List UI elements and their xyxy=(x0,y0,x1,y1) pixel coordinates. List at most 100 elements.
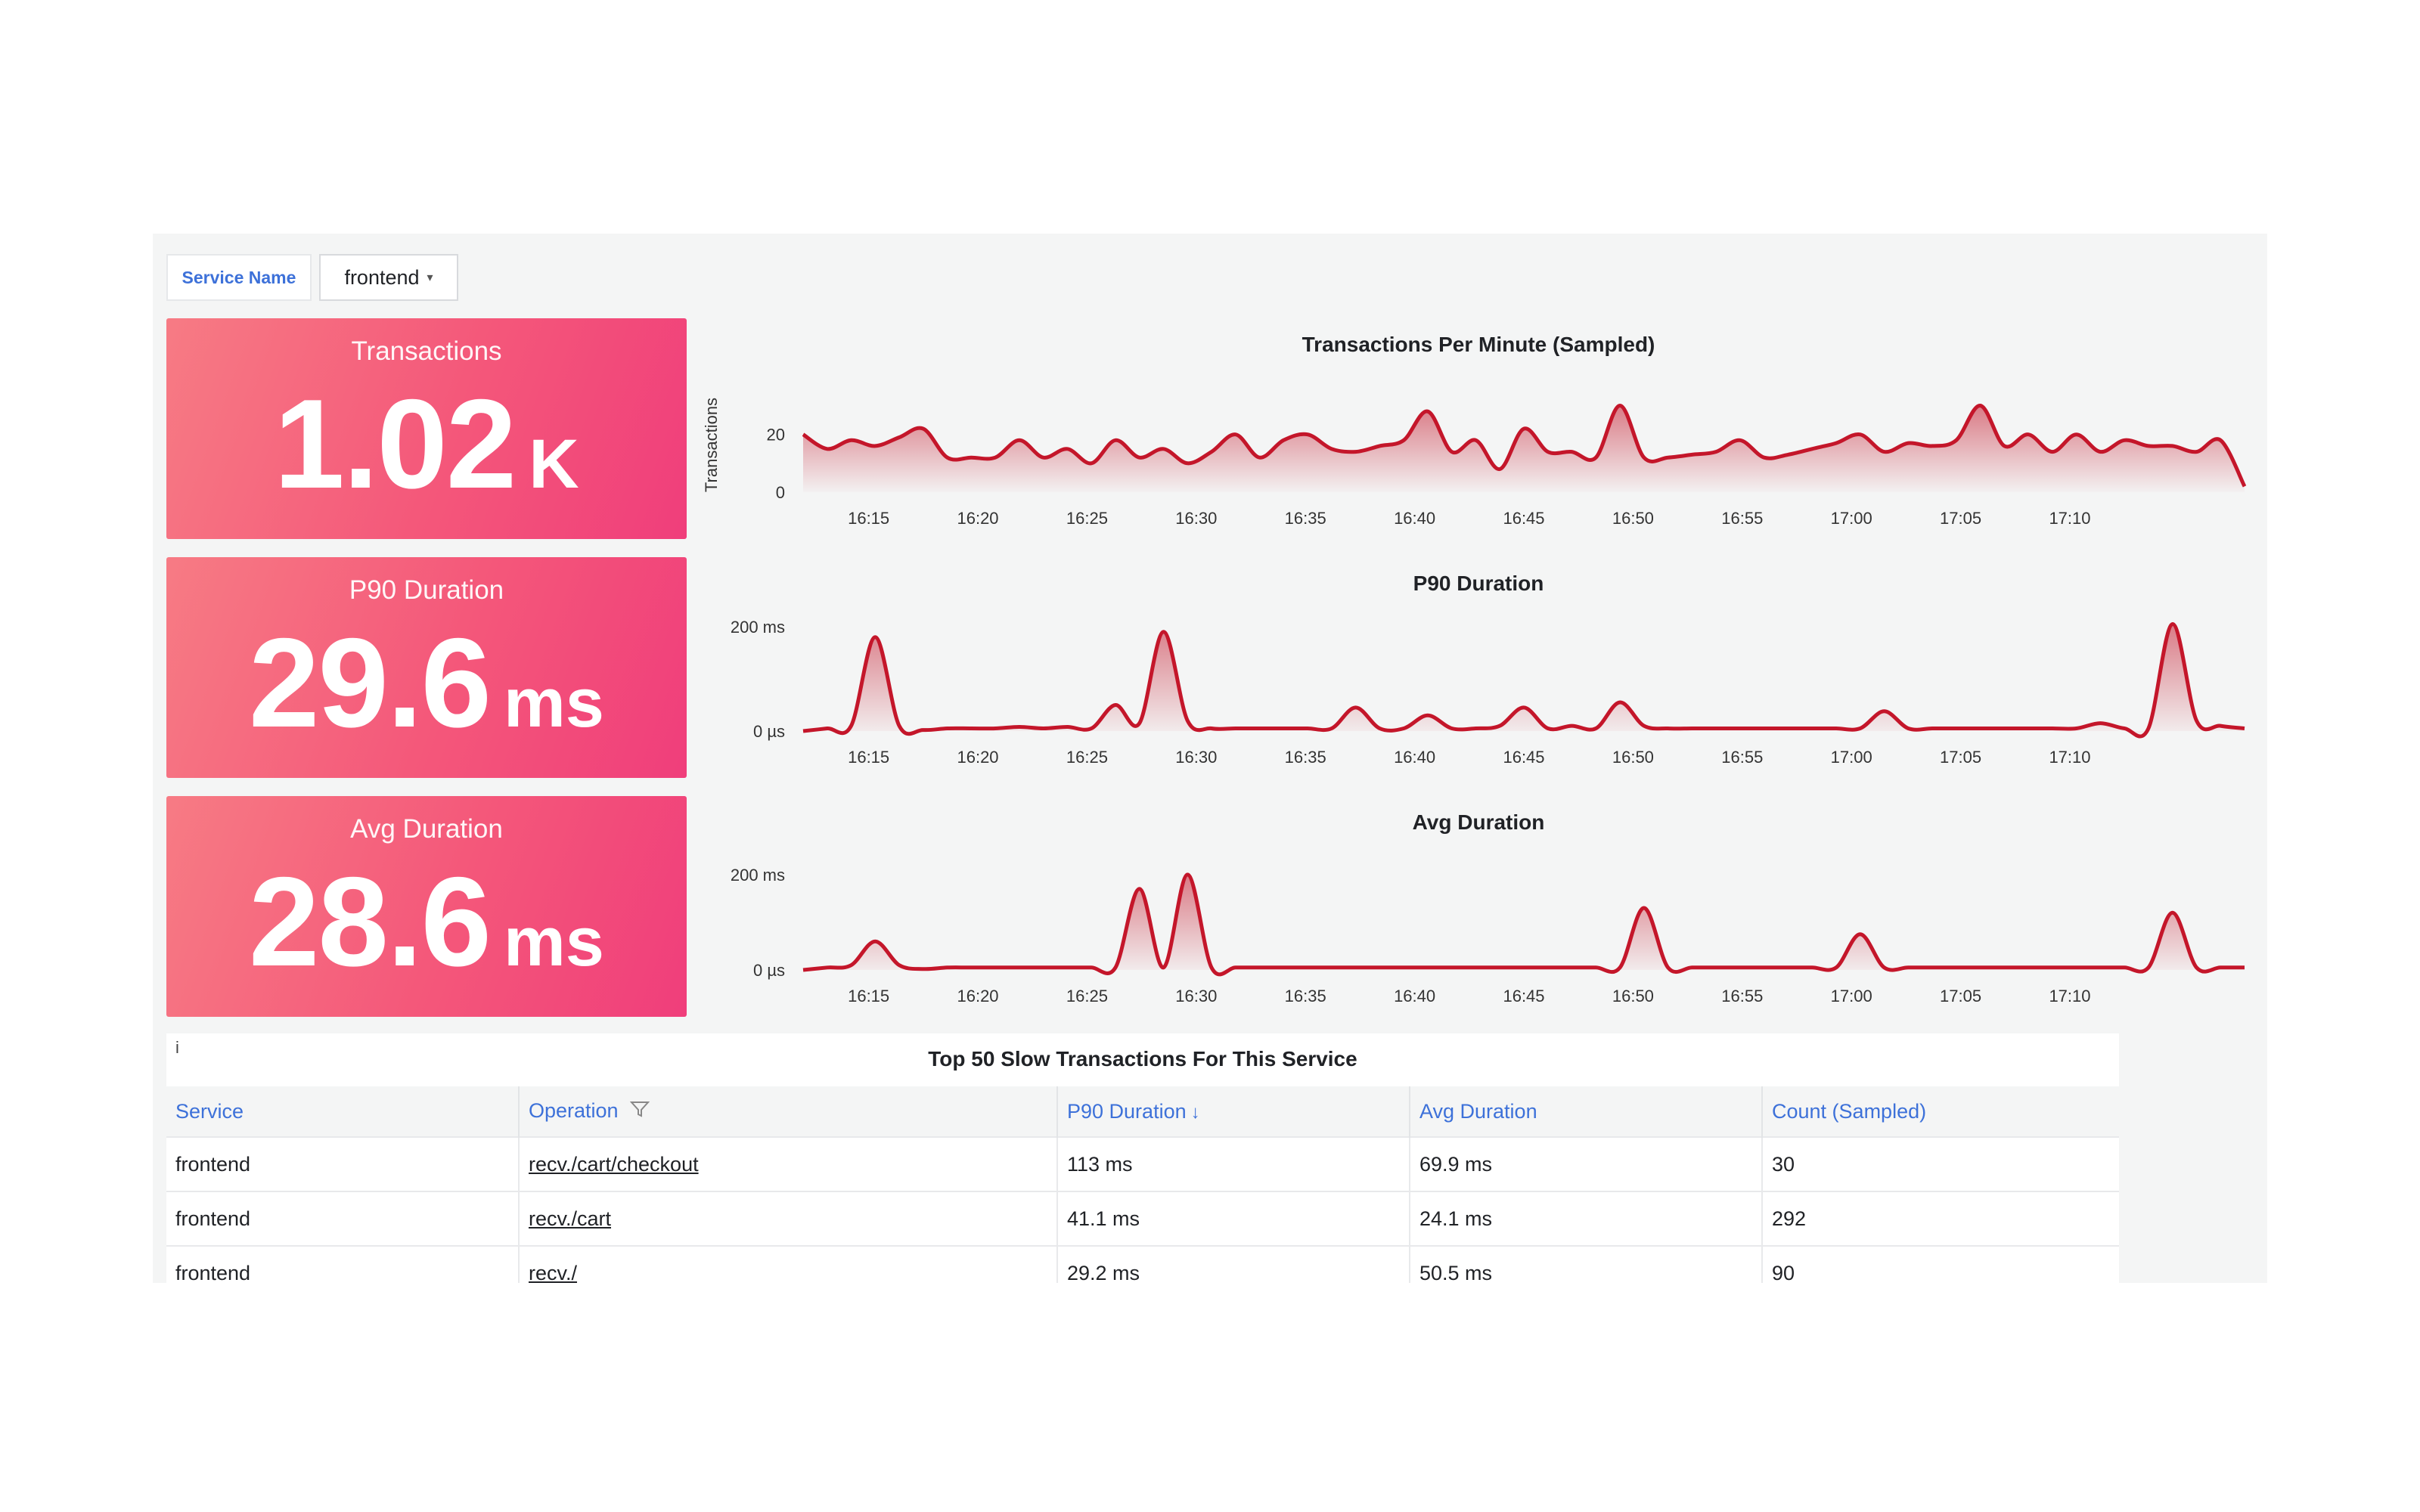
table-row: frontend recv./ 29.2 ms 50.5 ms 90 xyxy=(166,1245,2119,1284)
stat-value: 29.6 ms xyxy=(166,610,687,756)
x-tick-label: 16:25 xyxy=(1066,509,1108,528)
x-tick-label: 16:30 xyxy=(1175,987,1217,1005)
x-tick-label: 16:30 xyxy=(1175,509,1217,528)
y-axis-label: Transactions xyxy=(702,398,721,492)
x-tick-label: 16:45 xyxy=(1503,987,1544,1005)
series-area xyxy=(803,624,2245,737)
cell-p90-duration: 29.2 ms xyxy=(1056,1245,1410,1283)
x-tick-label: 17:10 xyxy=(2049,509,2090,528)
service-name-value: frontend xyxy=(344,265,420,289)
x-tick-label: 16:40 xyxy=(1394,987,1435,1005)
cell-avg-duration: 69.9 ms xyxy=(1409,1136,1762,1191)
x-tick-label: 16:45 xyxy=(1503,509,1544,528)
x-tick-label: 16:20 xyxy=(957,509,998,528)
y-tick-label: 0 µs xyxy=(753,961,785,980)
chart-avg-duration[interactable]: Avg Duration 200 ms 0 µs 16:15 16:20 16:25 16:… xyxy=(697,796,2260,1023)
stat-number: 1.02 xyxy=(274,373,517,515)
stat-number: 28.6 xyxy=(249,850,492,993)
chart-title: Avg Duration xyxy=(1413,810,1545,834)
slow-transactions-table: Service Operation P90 Duration ↓ Avg Dura… xyxy=(166,1086,2119,1283)
x-tick-label: 17:00 xyxy=(1831,748,1872,767)
x-tick-label: 16:50 xyxy=(1612,748,1654,767)
x-tick-label: 17:10 xyxy=(2049,987,2090,1005)
cell-avg-duration: 50.5 ms xyxy=(1409,1245,1762,1283)
column-header-service[interactable]: Service xyxy=(166,1086,519,1137)
x-tick-label: 16:35 xyxy=(1285,987,1326,1005)
table-row: frontend recv./cart 41.1 ms 24.1 ms 292 xyxy=(166,1191,2119,1246)
service-name-label: Service Name xyxy=(166,254,312,301)
operation-link[interactable]: recv./ xyxy=(529,1261,578,1284)
x-tick-label: 16:20 xyxy=(957,748,998,767)
dashboard: Service Name frontend ▾ Transactions 1.0… xyxy=(153,234,2267,1283)
operation-link[interactable]: recv./cart/checkout xyxy=(529,1152,699,1176)
stat-title: Avg Duration xyxy=(350,814,503,844)
stat-avg-duration[interactable]: Avg Duration 28.6 ms xyxy=(166,796,687,1017)
cell-p90-duration: 41.1 ms xyxy=(1056,1191,1410,1246)
stat-value: 1.02 K xyxy=(166,371,687,517)
service-name-select[interactable]: frontend ▾ xyxy=(319,254,458,301)
table-title: Top 50 Slow Transactions For This Servic… xyxy=(928,1047,1357,1070)
x-tick-label: 16:35 xyxy=(1285,509,1326,528)
x-tick-label: 16:15 xyxy=(848,509,889,528)
x-tick-label: 17:05 xyxy=(1940,509,1981,528)
cell-count: 30 xyxy=(1761,1136,2119,1191)
stat-unit: ms xyxy=(504,665,604,742)
info-icon[interactable]: i xyxy=(175,1038,179,1057)
x-tick-label: 16:50 xyxy=(1612,987,1654,1005)
series-line xyxy=(802,404,2247,488)
filter-icon[interactable] xyxy=(629,1100,650,1123)
cell-operation[interactable]: recv./ xyxy=(518,1245,1057,1284)
x-tick-label: 16:55 xyxy=(1721,748,1763,767)
slow-transactions-panel: i Top 50 Slow Transactions For This Serv… xyxy=(166,1033,2119,1283)
x-tick-label: 16:25 xyxy=(1066,987,1108,1005)
x-tick-label: 16:40 xyxy=(1394,509,1435,528)
y-tick-label: 0 xyxy=(776,483,785,502)
stat-transactions[interactable]: Transactions 1.02 K xyxy=(166,318,687,539)
column-header-count[interactable]: Count (Sampled) xyxy=(1761,1086,2119,1137)
series-line xyxy=(802,872,2245,977)
x-tick-label: 16:20 xyxy=(957,987,998,1005)
stat-value: 28.6 ms xyxy=(166,849,687,995)
stat-unit: ms xyxy=(504,903,604,981)
x-tick-label: 17:00 xyxy=(1831,509,1872,528)
chart-transactions-per-minute[interactable]: Transactions Per Minute (Sampled) Transac… xyxy=(697,318,2260,545)
series-line xyxy=(802,621,2245,739)
chart-p90-duration[interactable]: P90 Duration 200 ms 0 µs 16:15 16:20 16:25 16:… xyxy=(697,557,2260,784)
x-tick-label: 16:50 xyxy=(1612,509,1654,528)
operation-link[interactable]: recv./cart xyxy=(529,1207,612,1230)
x-tick-label: 17:05 xyxy=(1940,987,1981,1005)
cell-count: 292 xyxy=(1761,1191,2119,1246)
series-area xyxy=(803,405,2245,492)
stat-unit: K xyxy=(529,426,579,503)
chevron-down-icon: ▾ xyxy=(427,271,433,284)
x-tick-label: 17:00 xyxy=(1831,987,1872,1005)
chart-svg: P90 Duration 200 ms 0 µs 16:15 16:20 16:25 16:… xyxy=(731,572,2245,767)
x-tick-label: 16:15 xyxy=(848,748,889,767)
x-tick-label: 16:25 xyxy=(1066,748,1108,767)
column-header-operation[interactable]: Operation xyxy=(518,1086,1057,1137)
stat-number: 29.6 xyxy=(249,612,492,754)
x-tick-label: 16:30 xyxy=(1175,748,1217,767)
x-tick-label: 17:05 xyxy=(1940,748,1981,767)
cell-service: frontend xyxy=(166,1245,519,1283)
column-header-p90-duration[interactable]: P90 Duration ↓ xyxy=(1056,1086,1410,1137)
stat-p90-duration[interactable]: P90 Duration 29.6 ms xyxy=(166,557,687,778)
stat-title: P90 Duration xyxy=(349,575,504,605)
table-row: frontend recv./cart/checkout 113 ms 69.9… xyxy=(166,1136,2119,1191)
series-area xyxy=(803,874,2245,974)
y-tick-label: 0 µs xyxy=(753,722,785,741)
cell-operation[interactable]: recv./cart/checkout xyxy=(518,1136,1057,1191)
cell-p90-duration: 113 ms xyxy=(1056,1136,1410,1191)
chart-title: Transactions Per Minute (Sampled) xyxy=(1302,333,1655,356)
cell-operation[interactable]: recv./cart xyxy=(518,1191,1057,1246)
chart-svg: Transactions Per Minute (Sampled) Transac… xyxy=(702,333,2247,528)
x-tick-label: 17:10 xyxy=(2049,748,2090,767)
sort-down-icon: ↓ xyxy=(1190,1101,1200,1123)
x-tick-label: 16:40 xyxy=(1394,748,1435,767)
stat-title: Transactions xyxy=(351,336,502,366)
x-tick-label: 16:55 xyxy=(1721,509,1763,528)
cell-service: frontend xyxy=(166,1136,519,1191)
y-tick-label: 200 ms xyxy=(731,618,785,637)
x-tick-label: 16:35 xyxy=(1285,748,1326,767)
column-header-avg-duration[interactable]: Avg Duration xyxy=(1409,1086,1762,1137)
